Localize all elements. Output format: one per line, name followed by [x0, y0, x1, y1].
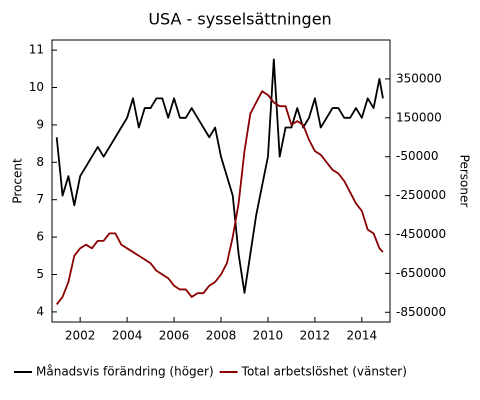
y2-tick-label: -250000	[396, 188, 446, 202]
y-axis-label: Procent	[11, 158, 25, 204]
x-tick-label: 2010	[253, 329, 284, 343]
y-tick-label: 11	[29, 43, 44, 57]
data-line	[55, 90, 384, 305]
chart-title: USA - sysselsättningen	[148, 10, 331, 29]
y-tick-label: 6	[36, 230, 44, 244]
y2-tick-label: 150000	[396, 110, 442, 124]
x-tick-label: 2008	[206, 329, 237, 343]
y2-tick-label: -50000	[396, 149, 439, 163]
y-tick-label: 4	[36, 304, 44, 318]
x-tick-label: 2004	[112, 329, 143, 343]
x-tick-label: 2006	[159, 329, 190, 343]
y-tick-label: 9	[36, 117, 44, 131]
legend-label: Månadsvis förändring (höger)	[36, 365, 214, 379]
y2-axis-label: Personer	[458, 155, 472, 208]
y2-tick-label: 350000	[396, 71, 442, 85]
legend-label: Total arbetslöshet (vänster)	[241, 365, 407, 379]
y2-tick-label: -850000	[396, 305, 446, 319]
y2-tick-label: -650000	[396, 266, 446, 280]
x-tick-label: 2014	[347, 329, 378, 343]
data-line	[55, 58, 384, 294]
plot-frame	[51, 39, 391, 323]
x-tick-label: 2002	[65, 329, 96, 343]
y-tick-label: 7	[36, 192, 44, 206]
y-tick-label: 5	[36, 267, 44, 281]
x-tick-label: 2012	[300, 329, 331, 343]
y2-tick-label: -450000	[396, 227, 446, 241]
y-tick-label: 8	[36, 155, 44, 169]
y-tick-label: 10	[29, 80, 44, 94]
